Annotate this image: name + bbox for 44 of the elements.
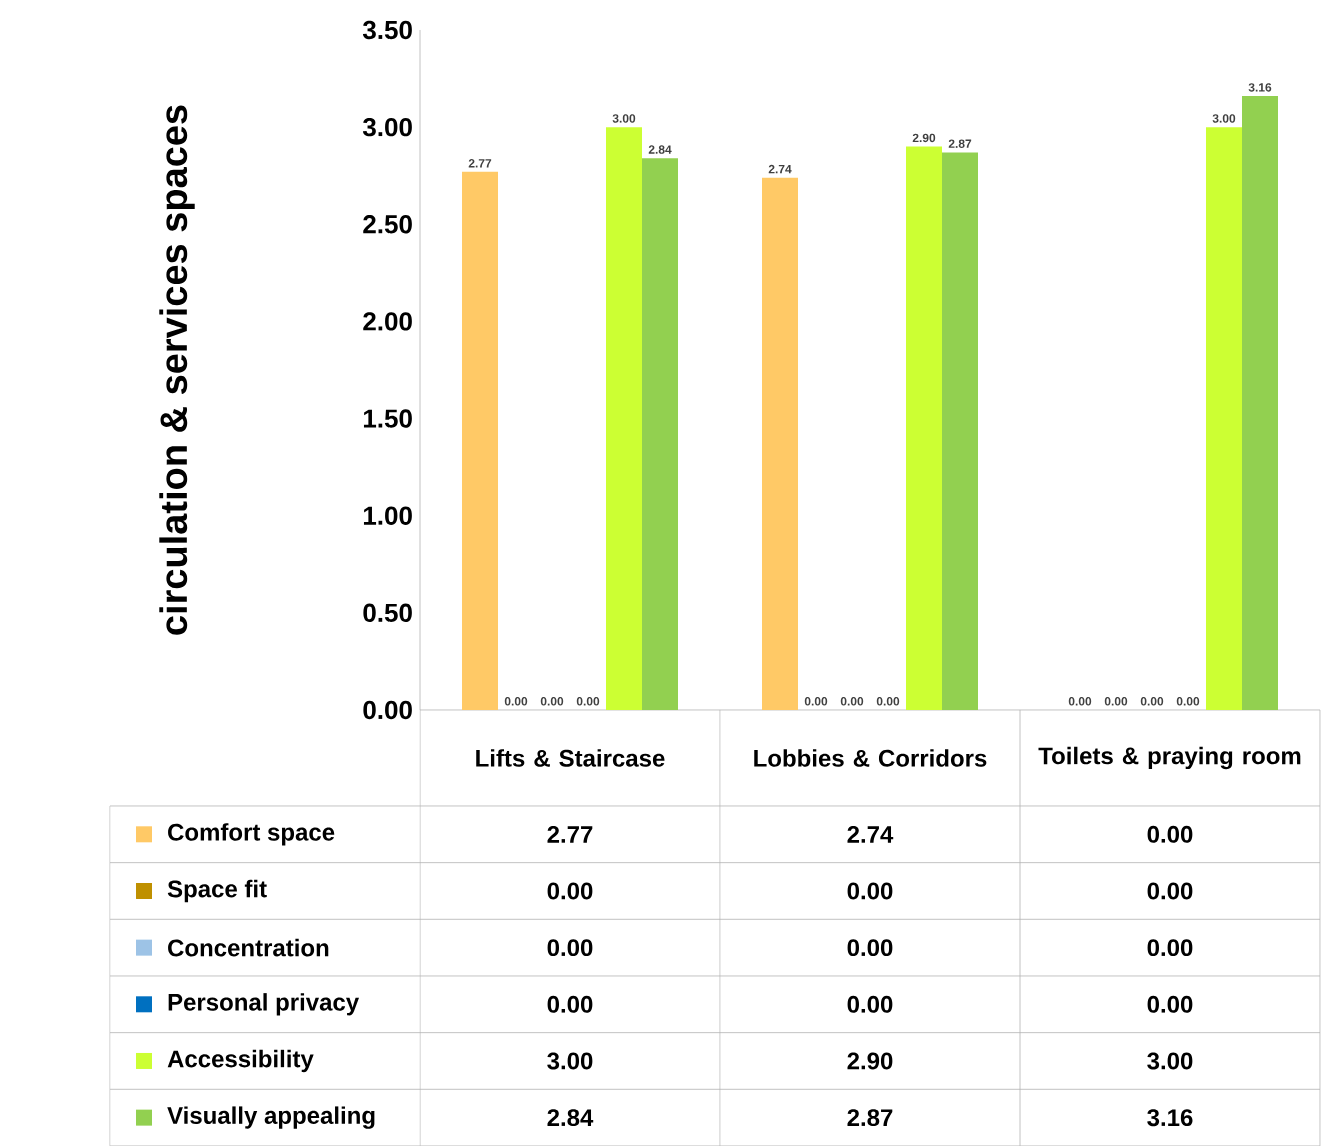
y-tick-label: 2.50	[363, 215, 412, 234]
data-label: 2.74	[847, 825, 894, 843]
bar	[942, 152, 978, 710]
data-label: 0.00	[547, 882, 593, 900]
bar	[762, 177, 798, 710]
data-label: 3.00	[547, 1052, 593, 1070]
data-label: 3.00	[1147, 1052, 1193, 1070]
legend-label: Visually appealing	[167, 1106, 375, 1129]
y-tick-label: 3.50	[362, 20, 412, 40]
y-tick-label: 2.00	[363, 312, 412, 331]
bar	[606, 127, 643, 710]
bar	[1242, 96, 1278, 710]
data-label: 3.16	[1147, 1109, 1193, 1127]
legend-label: Concentration	[168, 938, 329, 957]
bar	[1206, 127, 1242, 710]
data-label: 2.90	[847, 1052, 893, 1070]
y-tick-label: 0.00	[363, 700, 412, 720]
data-label: 0.00	[847, 995, 893, 1013]
data-label: 0.00	[1147, 825, 1193, 843]
data-label: 2.84	[547, 1109, 594, 1127]
data-label: 0.00	[847, 882, 893, 900]
data-label: 2.87	[847, 1109, 893, 1127]
y-tick-label: 3.00	[362, 117, 412, 137]
y-axis-title: circulation & services spaces	[159, 105, 195, 635]
data-label: 0.00	[1147, 939, 1193, 957]
data-label: 2.77	[547, 825, 593, 843]
bar	[642, 158, 679, 710]
data-label: 0.00	[1147, 882, 1193, 900]
y-tick-label: 1.00	[363, 506, 412, 525]
legend-label: Accessibility	[167, 1049, 314, 1073]
bar	[462, 171, 498, 710]
data-label: 0.00	[1147, 995, 1193, 1013]
x-tick-label: Lifts & Staircase	[476, 749, 665, 767]
legend-label: Comfort space	[168, 823, 335, 846]
legend-label: Space fit	[167, 879, 267, 903]
y-tick-label: 1.50	[363, 409, 412, 428]
data-label: 0.00	[847, 939, 893, 957]
data-label: 0.00	[547, 995, 593, 1013]
y-tick-label: 0.50	[363, 603, 412, 623]
x-tick-label: Lobbies & Corridors	[754, 749, 987, 767]
bar	[906, 146, 942, 710]
data-label: 0.00	[547, 939, 593, 957]
legend-label: Personal privacy	[168, 993, 360, 1016]
x-tick-label: Toilets & praying room	[1038, 746, 1301, 770]
